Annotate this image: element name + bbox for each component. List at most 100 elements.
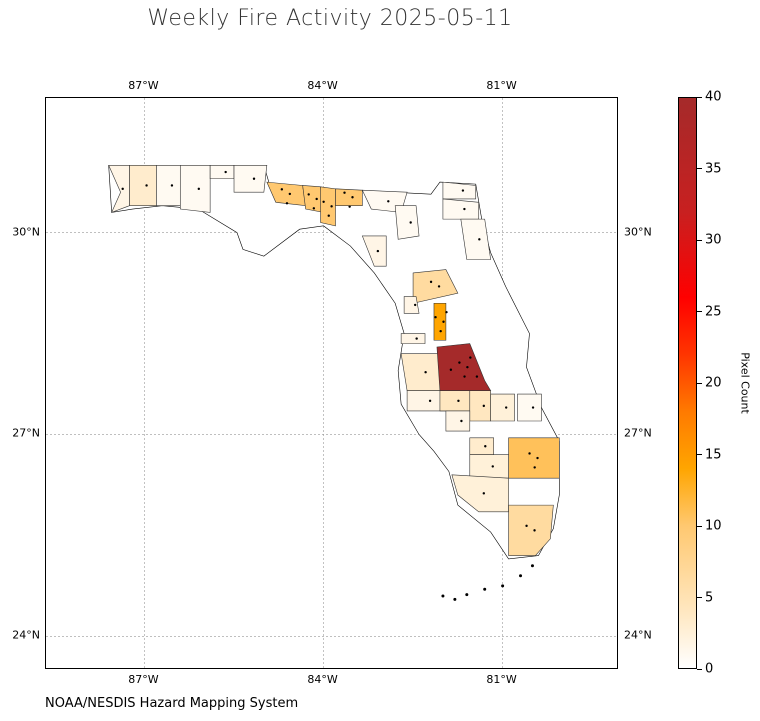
fire-detection-dot (285, 202, 289, 205)
map-panel[interactable] (45, 97, 618, 669)
fire-detection-dot (478, 238, 481, 241)
fire-detection-dot (145, 184, 148, 187)
fire-detection-dot (327, 214, 330, 217)
county-walton[interactable] (179, 164, 211, 213)
fire-detection-dot (439, 329, 442, 333)
fire-detection-dot (466, 365, 469, 369)
county-hardee[interactable] (439, 390, 471, 412)
fire-detection-dot (415, 337, 418, 340)
fire-detection-dot (469, 356, 472, 359)
colorbar-title: Pixel Count (738, 352, 752, 414)
fire-detection-dot (458, 361, 461, 364)
colorbar-tick-label: 15 (705, 447, 722, 462)
fire-detection-dot (413, 303, 417, 307)
county-sumter[interactable] (433, 302, 447, 341)
fire-detection-dot (531, 406, 535, 409)
colorbar-tick-mark (697, 239, 702, 241)
island-mark (465, 593, 469, 597)
county-hernando[interactable] (400, 333, 426, 344)
island-mark (453, 597, 457, 601)
colorbar (678, 97, 697, 669)
colorbar-tick-mark (697, 311, 702, 312)
county-desoto[interactable] (445, 410, 471, 432)
colorbar-tick-label: 20 (705, 375, 722, 391)
fire-detection-dot (280, 188, 284, 191)
county-nassau[interactable] (442, 181, 477, 200)
county-dixie[interactable] (361, 235, 387, 267)
fire-detection-dot (437, 285, 441, 288)
colorbar-tick-mark (697, 168, 702, 169)
fire-detection-dot (445, 310, 448, 314)
colorbar-tick-mark (697, 382, 702, 384)
county-st-lucie[interactable] (517, 393, 542, 422)
colorbar-tick-label: 0 (705, 661, 714, 677)
colorbar-tick-mark (697, 454, 702, 455)
lat-tick-label: 27°N (12, 426, 40, 440)
county-polk[interactable] (436, 343, 492, 392)
colorbar-tick-label: 40 (705, 89, 722, 105)
colorbar-tick-mark (697, 96, 702, 98)
fire-detection-dot (348, 205, 351, 208)
fire-detection-dot (533, 529, 536, 532)
county-hendry[interactable] (469, 454, 509, 479)
florida-map[interactable] (46, 98, 618, 669)
county-madison[interactable] (335, 188, 363, 206)
lat-tick-label: 30°N (12, 225, 40, 239)
fire-detection-dot (460, 419, 463, 423)
map-title: Weekly Fire Activity 2025-05-11 (147, 6, 513, 31)
county-collier[interactable] (451, 474, 509, 513)
colorbar-tick-mark (697, 525, 702, 527)
fire-detection-dot (288, 192, 292, 196)
fire-detection-dot (449, 368, 453, 371)
fire-detection-dot (322, 200, 325, 203)
county-jackson[interactable] (233, 164, 268, 193)
county-duval[interactable] (442, 198, 480, 220)
island-mark (530, 564, 534, 568)
county-columbia[interactable] (394, 205, 420, 240)
fire-detection-dot (463, 207, 466, 211)
fire-detection-dot (457, 399, 460, 403)
fire-detection-dot (351, 196, 354, 199)
lat-tick-label: 24°N (624, 628, 652, 642)
fire-detection-dot (121, 187, 124, 191)
fire-detection-dot (387, 200, 390, 203)
fire-detection-dot (482, 492, 486, 495)
county-okeechobee[interactable] (490, 393, 515, 422)
county-holmes[interactable] (209, 164, 235, 180)
county-glades[interactable] (469, 437, 494, 455)
county-st-johns[interactable] (460, 218, 492, 260)
county-highlands[interactable] (469, 390, 491, 422)
fire-detection-dot (424, 371, 427, 374)
lat-tick-label: 30°N (624, 225, 652, 239)
county-okaloosa[interactable] (156, 164, 181, 206)
fire-detection-dot (484, 445, 487, 448)
lon-tick-label: 81°W (486, 79, 517, 92)
county-marion[interactable] (412, 269, 459, 304)
fire-detection-dot (475, 375, 479, 378)
fire-detection-dot (536, 456, 539, 460)
fire-detection-dot (376, 249, 380, 253)
fire-detection-dot (442, 320, 445, 323)
county-hillsborough[interactable] (400, 353, 444, 392)
lon-tick-label: 81°W (486, 673, 517, 686)
county-palm-beach[interactable] (508, 437, 560, 479)
fire-detection-dot (525, 524, 528, 528)
fire-detection-dot (528, 452, 531, 455)
fire-detection-dot (307, 193, 310, 196)
county-miami-dade[interactable] (508, 504, 554, 556)
fire-detection-dot (504, 406, 508, 409)
lat-tick-label: 27°N (624, 426, 652, 440)
county-santa-rosa[interactable] (129, 164, 157, 206)
fire-detection-dot (343, 191, 346, 194)
county-escambia[interactable] (108, 164, 130, 213)
colorbar-tick-label: 25 (705, 304, 722, 319)
lat-tick-label: 24°N (12, 628, 40, 642)
source-credit: NOAA/NESDIS Hazard Mapping System (45, 696, 299, 711)
colorbar-tick-mark (697, 668, 702, 670)
fire-detection-dot (482, 404, 486, 408)
fire-detection-dot (315, 197, 318, 201)
county-jefferson[interactable] (320, 186, 336, 227)
fire-detection-dot (434, 316, 437, 319)
fire-detection-dot (461, 189, 465, 192)
county-citrus[interactable] (403, 296, 420, 314)
